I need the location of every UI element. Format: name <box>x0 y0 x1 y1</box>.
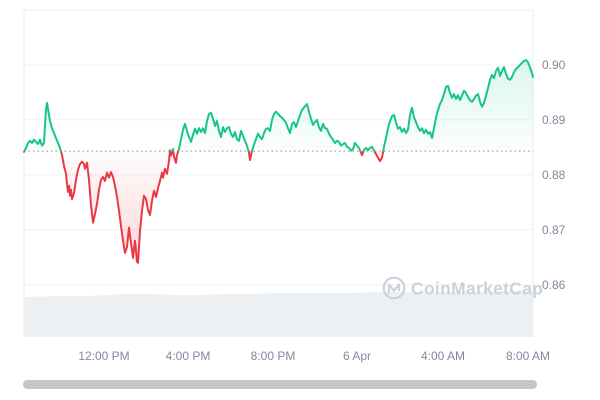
watermark-text: CoinMarketCap <box>411 279 543 299</box>
horizontal-scrollbar[interactable] <box>23 380 537 389</box>
y-axis-tick-label: 0.86 <box>542 278 566 292</box>
y-axis-tick-label: 0.87 <box>542 223 566 237</box>
x-axis-labels: 12:00 PM 4:00 PM 8:00 PM 6 Apr 4:00 AM 8:00 A… <box>78 349 550 363</box>
x-axis-tick-label: 12:00 PM <box>78 349 129 363</box>
price-line-down-segment <box>23 151 385 264</box>
x-axis-tick-label: 6 Apr <box>343 349 371 363</box>
price-line-up-segment <box>23 59 534 152</box>
x-axis-tick-label: 4:00 AM <box>421 349 465 363</box>
volume-area <box>24 291 533 337</box>
coinmarketcap-logo-icon <box>382 276 406 300</box>
y-axis-tick-label: 0.90 <box>542 58 566 72</box>
gain-area-fill <box>24 60 533 152</box>
x-axis-tick-label: 8:00 AM <box>506 349 550 363</box>
scrollbar-thumb[interactable] <box>23 380 537 389</box>
loss-area-fill <box>24 151 533 263</box>
coinmarketcap-watermark: CoinMarketCap <box>382 276 543 300</box>
volume-silhouette <box>24 291 533 337</box>
coinmarketcap-logo-m-glyph <box>387 283 401 294</box>
y-axis-labels: 0.90 0.89 0.88 0.87 0.86 <box>542 58 566 292</box>
area-fills <box>24 60 533 263</box>
price-line[interactable] <box>23 59 534 264</box>
x-axis-tick-label: 4:00 PM <box>166 349 211 363</box>
y-axis-tick-label: 0.88 <box>542 168 566 182</box>
x-axis-tick-label: 8:00 PM <box>251 349 296 363</box>
plot-borders <box>23 10 534 337</box>
y-axis-tick-label: 0.89 <box>542 113 566 127</box>
